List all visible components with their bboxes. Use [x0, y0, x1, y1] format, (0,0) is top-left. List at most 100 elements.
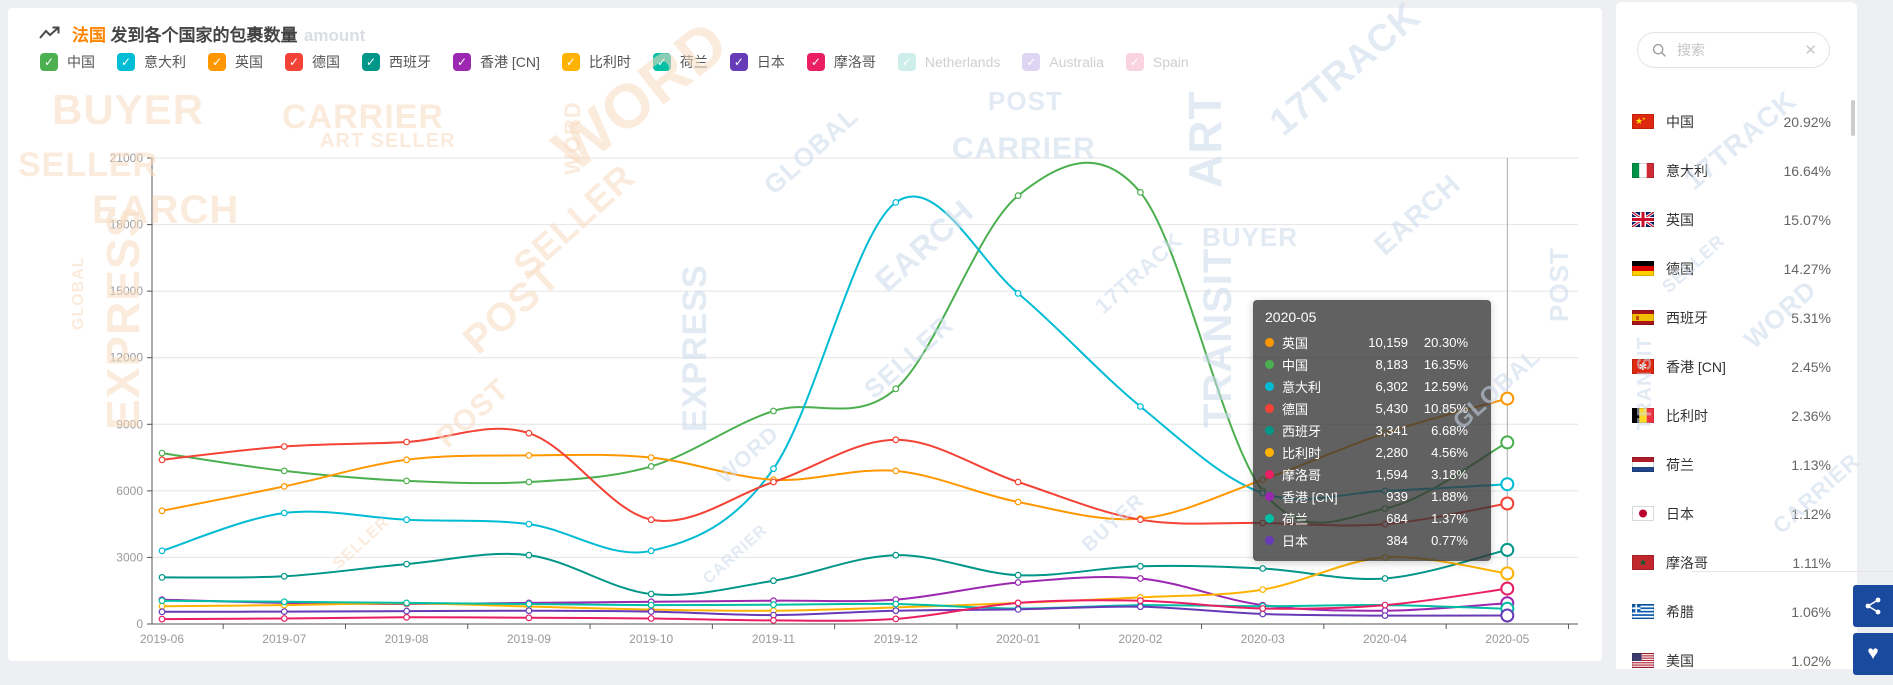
flag-icon-ma: ★	[1632, 555, 1654, 570]
legend-item-德国[interactable]: 德国	[285, 52, 340, 72]
svg-text:2020-01: 2020-01	[996, 632, 1040, 646]
svg-text:21000: 21000	[110, 151, 144, 165]
country-name: 香港 [CN]	[1666, 358, 1726, 375]
legend-label: 英国	[235, 54, 263, 70]
svg-text:6000: 6000	[116, 484, 143, 498]
checkbox-unchecked-icon[interactable]	[1125, 53, 1144, 71]
legend-label: 日本	[756, 54, 785, 70]
country-row-香港 [CN][interactable]: ✻ 香港 [CN] 2.45%	[1616, 342, 1857, 391]
checkbox-checked-icon[interactable]	[40, 53, 58, 71]
tooltip-series-value: 684	[1386, 510, 1408, 526]
legend-item-英国[interactable]: 英国	[208, 52, 263, 72]
tooltip-series-name: 香港 [CN]	[1282, 489, 1338, 505]
tooltip-series-name: 德国	[1282, 401, 1309, 417]
tooltip-series-percent: 1.88%	[1431, 488, 1468, 504]
tooltip-row: 意大利 6,302 12.59%	[1265, 375, 1479, 397]
share-button[interactable]	[1853, 585, 1893, 627]
svg-text:★: ★	[1639, 558, 1647, 568]
country-row-荷兰[interactable]: 荷兰 1.13%	[1616, 440, 1857, 489]
tooltip-row: 中国 8,183 16.35%	[1265, 353, 1479, 375]
flag-icon-cn: ★ ★	[1632, 114, 1654, 129]
country-row-美国[interactable]: 美国 1.02%	[1616, 636, 1857, 685]
country-row-摩洛哥[interactable]: ★ 摩洛哥 1.11%	[1616, 538, 1857, 587]
country-percent: 15.07%	[1783, 211, 1831, 228]
tooltip-series-value: 1,594	[1375, 466, 1408, 482]
country-list: ★ ★ 中国 20.92% 意大利 16.64% 英国 15.07% 德国 14.27% 西班牙 5.…	[1616, 97, 1857, 685]
search-box: ✕	[1637, 32, 1830, 68]
svg-text:2020-03: 2020-03	[1241, 632, 1285, 646]
legend-item-Australia[interactable]: Australia	[1022, 53, 1104, 71]
tooltip-series-name: 西班牙	[1282, 423, 1322, 439]
tooltip-series-name: 荷兰	[1282, 511, 1309, 527]
legend-item-Spain[interactable]: Spain	[1125, 53, 1189, 71]
tooltip-series-percent: 4.56%	[1431, 444, 1468, 460]
country-row-西班牙[interactable]: 西班牙 5.31%	[1616, 293, 1857, 342]
country-row-希腊[interactable]: 希腊 1.06%	[1616, 587, 1857, 636]
search-icon	[1652, 43, 1667, 58]
country-percent: 2.45%	[1791, 358, 1831, 375]
country-row-英国[interactable]: 英国 15.07%	[1616, 195, 1857, 244]
tooltip-row: 荷兰 684 1.37%	[1265, 507, 1479, 529]
series-dot-icon	[1265, 425, 1274, 435]
legend-label: 摩洛哥	[833, 54, 876, 70]
tooltip-series-percent: 12.59%	[1423, 378, 1468, 394]
tooltip-series-value: 384	[1386, 532, 1408, 548]
legend-item-荷兰[interactable]: 荷兰	[652, 52, 708, 72]
legend-item-西班牙[interactable]: 西班牙	[362, 52, 431, 72]
tooltip-series-value: 5,430	[1375, 400, 1408, 416]
series-dot-icon	[1265, 469, 1274, 479]
country-name: 日本	[1666, 505, 1694, 522]
tooltip-series-percent: 0.77%	[1431, 532, 1468, 548]
country-name: 英国	[1666, 211, 1694, 228]
country-row-日本[interactable]: 日本 1.12%	[1616, 489, 1857, 538]
country-name: 比利时	[1666, 407, 1708, 424]
country-name: 摩洛哥	[1666, 554, 1708, 571]
checkbox-checked-icon[interactable]	[561, 53, 580, 71]
legend-item-日本[interactable]: 日本	[729, 52, 785, 72]
country-name: 德国	[1666, 260, 1694, 277]
checkbox-checked-icon[interactable]	[117, 53, 135, 71]
sidebar-footer-divider	[1692, 571, 1893, 572]
country-row-比利时[interactable]: 比利时 2.36%	[1616, 391, 1857, 440]
legend-item-摩洛哥[interactable]: 摩洛哥	[806, 52, 876, 72]
favorite-button[interactable]: ♥	[1853, 633, 1893, 675]
search-input[interactable]	[1675, 41, 1799, 59]
checkbox-checked-icon[interactable]	[285, 53, 303, 71]
checkbox-checked-icon[interactable]	[806, 53, 825, 71]
country-percent: 5.31%	[1791, 309, 1831, 326]
chart-card: 法国 发到各个国家的包裹数量 amount 中国意大利英国德国西班牙香港 [CN…	[8, 8, 1602, 661]
country-row-中国[interactable]: ★ ★ 中国 20.92%	[1616, 97, 1857, 146]
checkbox-checked-icon[interactable]	[453, 53, 471, 71]
series-dot-icon	[1265, 513, 1274, 523]
search-clear-icon[interactable]: ✕	[1804, 42, 1817, 59]
legend-item-香港 [CN][interactable]: 香港 [CN]	[453, 52, 540, 72]
sidebar-scrollbar[interactable]	[1851, 100, 1855, 136]
checkbox-unchecked-icon[interactable]	[897, 53, 916, 71]
legend-item-意大利[interactable]: 意大利	[117, 52, 186, 72]
country-row-德国[interactable]: 德国 14.27%	[1616, 244, 1857, 293]
checkbox-checked-icon[interactable]	[729, 53, 748, 71]
svg-text:3000: 3000	[116, 550, 143, 564]
svg-text:★: ★	[1642, 116, 1646, 121]
legend-item-比利时[interactable]: 比利时	[561, 52, 631, 72]
flag-icon-de	[1632, 261, 1654, 276]
checkbox-checked-icon[interactable]	[208, 53, 226, 71]
country-name: 意大利	[1666, 162, 1708, 179]
tooltip-series-name: 比利时	[1282, 445, 1322, 461]
checkbox-checked-icon[interactable]	[362, 53, 380, 71]
country-percent: 2.36%	[1791, 407, 1831, 424]
series-dot-icon	[1265, 403, 1274, 413]
country-row-意大利[interactable]: 意大利 16.64%	[1616, 146, 1857, 195]
legend-item-Netherlands[interactable]: Netherlands	[897, 53, 1000, 71]
tooltip-series-percent: 10.85%	[1423, 400, 1468, 416]
checkbox-checked-icon[interactable]	[652, 53, 671, 71]
legend-label: 德国	[312, 54, 340, 70]
country-name: 中国	[1666, 113, 1694, 130]
flag-icon-be	[1632, 408, 1654, 423]
legend-item-中国[interactable]: 中国	[40, 52, 95, 72]
country-percent: 16.64%	[1783, 162, 1831, 179]
checkbox-unchecked-icon[interactable]	[1022, 53, 1041, 71]
legend-label: Australia	[1049, 54, 1104, 70]
tooltip-series-percent: 20.30%	[1423, 334, 1468, 350]
svg-text:12000: 12000	[110, 351, 144, 365]
